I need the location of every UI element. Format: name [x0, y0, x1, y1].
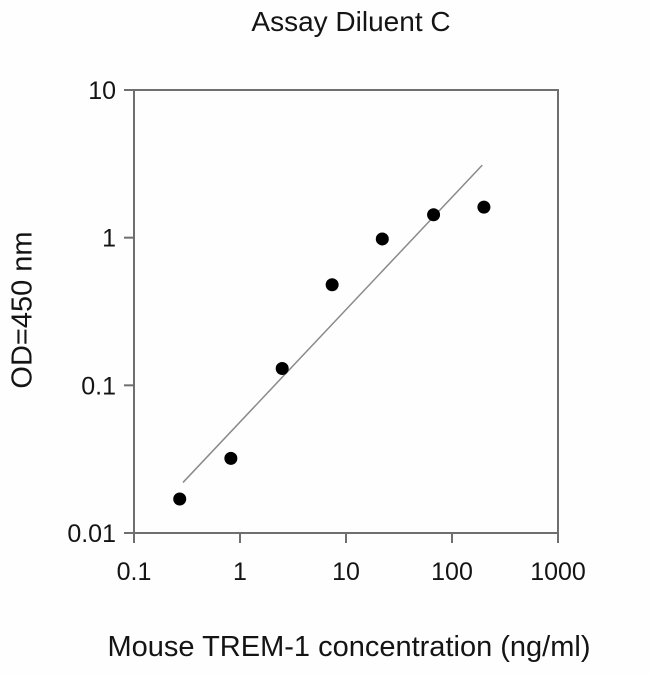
- data-point: [325, 278, 339, 292]
- data-point: [427, 208, 441, 222]
- data-point: [224, 451, 238, 465]
- x-tick-label: 10: [332, 558, 360, 586]
- x-tick-label: 1: [233, 558, 247, 586]
- y-tick-label: 0.1: [81, 372, 116, 400]
- y-tick-label: 1: [102, 225, 116, 253]
- data-point: [173, 492, 187, 506]
- x-tick-label: 100: [431, 558, 473, 586]
- x-tick-label: 0.1: [117, 558, 152, 586]
- data-point: [375, 232, 389, 246]
- y-tick-label: 0.01: [67, 520, 116, 548]
- y-axis-title: OD=450 nm: [6, 231, 39, 389]
- data-point: [477, 200, 491, 214]
- x-axis-title: Mouse TREM-1 concentration (ng/ml): [107, 631, 591, 663]
- x-tick-label: 1000: [530, 558, 586, 586]
- data-point: [275, 362, 289, 376]
- y-tick-label: 10: [88, 77, 116, 105]
- chart-title: Assay Diluent C: [251, 6, 451, 37]
